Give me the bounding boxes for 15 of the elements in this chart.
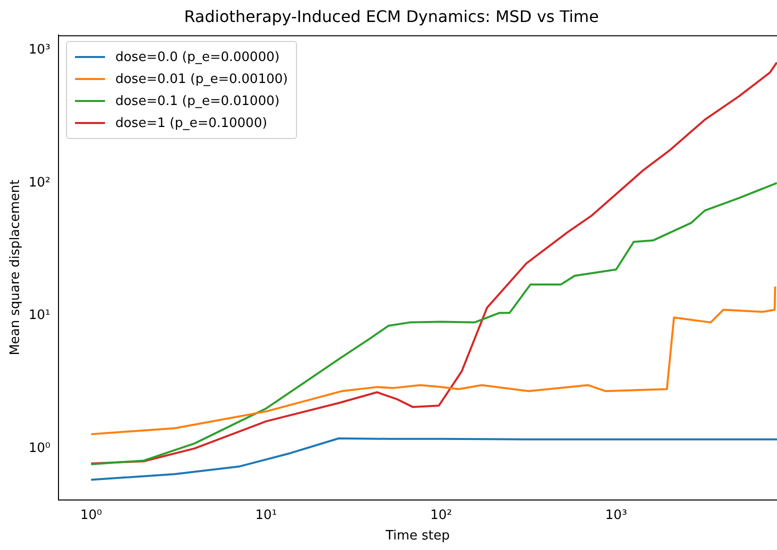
legend-label: dose=0.1 (p_e=0.01000) (115, 94, 280, 109)
x-tick-label: 10⁰ (80, 508, 102, 523)
chart-title: Radiotherapy-Induced ECM Dynamics: MSD vs Time (184, 6, 599, 26)
legend-label: dose=0.0 (p_e=0.00000) (115, 50, 280, 65)
y-axis-title: Mean square displacement (8, 180, 24, 356)
x-tick-label: 10² (430, 508, 452, 523)
y-tick-label: 10³ (28, 42, 50, 58)
legend-label: dose=1 (p_e=0.10000) (115, 116, 268, 131)
x-tick-label: 10¹ (255, 508, 277, 523)
x-axis-title: Time step (384, 528, 450, 544)
y-tick-label: 10² (28, 175, 50, 190)
x-tick-label: 10³ (605, 508, 628, 523)
legend-label: dose=0.01 (p_e=0.00100) (115, 72, 288, 87)
y-tick-label: 10⁰ (28, 440, 50, 456)
y-tick-label: 10¹ (28, 308, 50, 324)
